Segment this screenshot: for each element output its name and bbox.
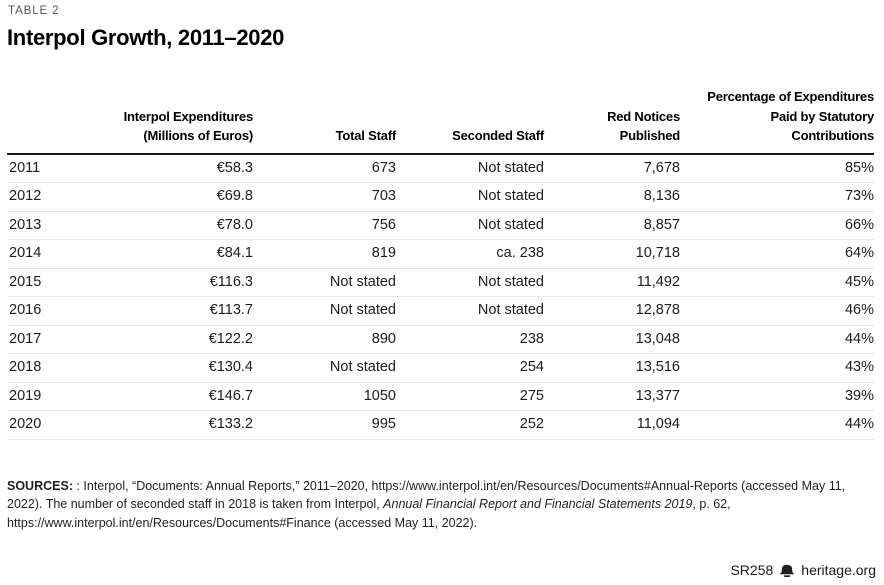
value-cell: €146.7 <box>208 387 253 404</box>
column-header-staff: Total Staff <box>335 128 397 144</box>
data-table: Interpol Expenditures (Millions of Euros… <box>7 87 874 440</box>
value-cell: Not stated <box>329 359 396 376</box>
year-cell: 2015 <box>9 273 42 290</box>
value-cell: 1050 <box>363 387 396 404</box>
column-header-seconded: Seconded Staff <box>452 128 544 144</box>
value-cell: €58.3 <box>216 159 253 176</box>
value-cell: 13,516 <box>635 359 680 376</box>
value-cell: 43% <box>844 359 874 376</box>
value-cell: 13,048 <box>635 330 680 347</box>
value-cell: 45% <box>844 273 874 290</box>
value-cell: Not stated <box>477 302 544 319</box>
column-header-pct: Percentage of Expenditures Paid by Statu… <box>707 89 874 144</box>
value-cell: 890 <box>371 330 396 347</box>
value-cell: Not stated <box>477 216 544 233</box>
table-row: 2019 €146.7 1050 275 13,377 39% <box>7 382 874 411</box>
value-cell: 756 <box>371 216 396 233</box>
sources-note: SOURCES: : Interpol, “Documents: Annual … <box>7 477 861 533</box>
table-row: 2012 €69.8 703 Not stated 8,136 73% <box>7 183 874 212</box>
footer-site: heritage.org <box>801 562 876 578</box>
value-cell: 46% <box>844 302 874 319</box>
year-cell: 2019 <box>9 387 42 404</box>
value-cell: 13,377 <box>635 387 680 404</box>
table-row: 2015 €116.3 Not stated Not stated 11,492 45% <box>7 268 874 297</box>
page-title: Interpol Growth, 2011–2020 <box>7 25 285 50</box>
column-header-year <box>7 87 103 154</box>
value-cell: 85% <box>844 159 874 176</box>
value-cell: 819 <box>371 245 396 262</box>
value-cell: €113.7 <box>209 302 253 319</box>
value-cell: Not stated <box>329 302 396 319</box>
value-cell: 44% <box>844 416 874 433</box>
year-cell: 2018 <box>9 359 42 376</box>
value-cell: ca. 238 <box>496 245 544 262</box>
year-cell: 2020 <box>9 416 42 433</box>
value-cell: Not stated <box>477 273 544 290</box>
value-cell: €116.3 <box>209 273 253 290</box>
value-cell: 275 <box>519 387 544 404</box>
sources-label: SOURCES: <box>7 478 73 493</box>
table-row: 2011 €58.3 673 Not stated 7,678 85% <box>7 154 874 183</box>
table-row: 2013 €78.0 756 Not stated 8,857 66% <box>7 211 874 240</box>
year-cell: 2016 <box>9 302 42 319</box>
value-cell: Not stated <box>329 273 396 290</box>
table-header-row: Interpol Expenditures (Millions of Euros… <box>7 87 874 154</box>
year-cell: 2011 <box>9 159 41 176</box>
value-cell: 39% <box>844 387 874 404</box>
value-cell: 73% <box>844 188 874 205</box>
column-header-notices: Red Notices Published <box>607 108 680 144</box>
value-cell: 64% <box>844 245 874 262</box>
value-cell: 703 <box>371 188 396 205</box>
value-cell: 8,136 <box>643 188 680 205</box>
value-cell: €84.1 <box>216 245 253 262</box>
value-cell: €133.2 <box>208 416 253 433</box>
sources-italic-title: Annual Financial Report and Financial St… <box>383 497 693 512</box>
table-row: 2018 €130.4 Not stated 254 13,516 43% <box>7 354 874 383</box>
report-id: SR258 <box>730 562 774 578</box>
value-cell: 7,678 <box>643 159 680 176</box>
sources-text: : Interpol, “Documents: Annual Reports,”… <box>7 478 846 512</box>
table-label: TABLE 2 <box>8 5 60 17</box>
value-cell: Not stated <box>477 188 544 205</box>
table-row: 2020 €133.2 995 252 11,094 44% <box>7 411 874 440</box>
page-footer: SR258 heritage.org <box>730 562 876 578</box>
table-row: 2014 €84.1 819 ca. 238 10,718 64% <box>7 240 874 269</box>
value-cell: €122.2 <box>208 330 253 347</box>
value-cell: 252 <box>519 416 544 433</box>
year-cell: 2013 <box>9 216 42 233</box>
year-cell: 2017 <box>9 330 42 347</box>
value-cell: €78.0 <box>216 216 253 233</box>
value-cell: 995 <box>371 416 396 433</box>
value-cell: 11,094 <box>636 416 680 433</box>
value-cell: 238 <box>519 330 544 347</box>
value-cell: 254 <box>519 359 544 376</box>
year-cell: 2014 <box>9 245 42 262</box>
value-cell: 673 <box>371 159 396 176</box>
sources-text-end: , p. 62, https://www.interpol.int/en/Res… <box>7 497 731 531</box>
value-cell: 44% <box>844 330 874 347</box>
value-cell: €69.8 <box>216 188 253 205</box>
table-row: 2016 €113.7 Not stated Not stated 12,878 46% <box>7 297 874 326</box>
table-row: 2017 €122.2 890 238 13,048 44% <box>7 325 874 354</box>
column-header-exp: Interpol Expenditures (Millions of Euros… <box>123 108 254 144</box>
table-body: 2011 €58.3 673 Not stated 7,678 85% 2012 €69.8 7… <box>7 154 874 440</box>
table-header: Interpol Expenditures (Millions of Euros… <box>7 87 874 154</box>
value-cell: 12,878 <box>635 302 680 319</box>
liberty-bell-icon <box>779 564 795 577</box>
value-cell: 66% <box>844 216 874 233</box>
value-cell: Not stated <box>477 159 544 176</box>
value-cell: €130.4 <box>208 359 253 376</box>
value-cell: 11,492 <box>636 273 680 290</box>
year-cell: 2012 <box>9 188 42 205</box>
value-cell: 10,718 <box>635 245 680 262</box>
value-cell: 8,857 <box>643 216 680 233</box>
